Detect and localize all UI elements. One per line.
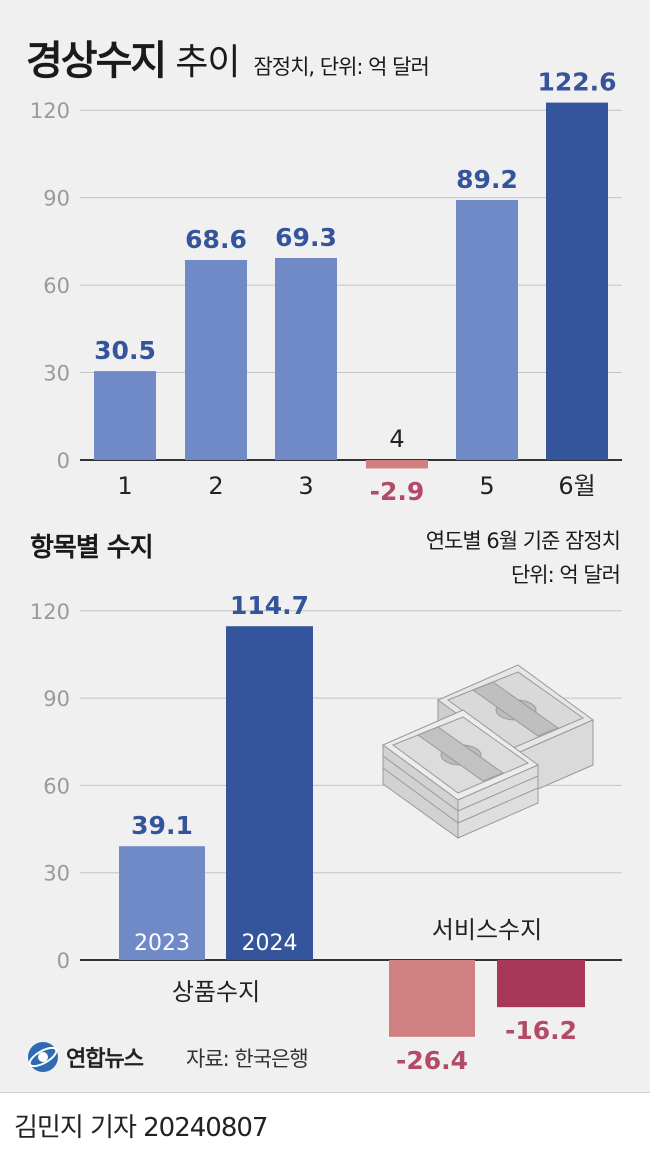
- byline: 김민지 기자 20240807: [14, 1113, 268, 1143]
- bar: [275, 257, 337, 460]
- y-tick-label: 60: [43, 774, 70, 798]
- data-label: -2.9: [370, 477, 425, 506]
- data-label: 30.5: [94, 336, 156, 365]
- x-tick-label: 4: [389, 425, 404, 453]
- y-tick-label: 30: [43, 862, 70, 886]
- series-year-label: 2024: [242, 931, 298, 956]
- y-tick-label: 120: [30, 99, 70, 123]
- data-label: 122.6: [537, 68, 616, 97]
- section-title-items: 항목별 수지: [30, 533, 154, 563]
- items-balance-chart: 0 30 60 90 120 39.1 2023 -26.4 114.7 2024 -16.2 상품수…: [30, 591, 622, 1075]
- x-tick-label: 3: [298, 472, 313, 500]
- chart-header: 경상수지 추이 잠정치, 단위: 억 달러: [26, 28, 430, 84]
- y-tick-label: 120: [30, 600, 70, 624]
- yonhap-globe-icon: [28, 1042, 58, 1072]
- bar: [546, 102, 608, 460]
- chart-title: 경상수지: [26, 38, 167, 84]
- bar: [185, 260, 247, 460]
- credit-bar: 김민지 기자 20240807: [0, 1092, 650, 1155]
- y-tick-label: 60: [43, 274, 70, 298]
- section-note-basis: 연도별 6월 기준 잠정치: [425, 529, 621, 553]
- money-stack-icon: [382, 664, 594, 839]
- source-note: 자료: 한국은행: [186, 1047, 309, 1071]
- data-label: 89.2: [456, 165, 518, 194]
- x-tick-label: 1: [117, 472, 132, 500]
- yonhap-logo: 연합뉴스: [26, 1040, 144, 1074]
- y-tick-label: 30: [43, 362, 70, 386]
- section-note-unit: 단위: 억 달러: [510, 563, 621, 587]
- chart-subtitle: 추이: [175, 42, 240, 83]
- x-tick-label: 2: [208, 472, 223, 500]
- bar: [226, 626, 313, 960]
- x-tick-label: 6월: [558, 472, 595, 500]
- data-label: 69.3: [275, 223, 337, 252]
- group-label: 상품수지: [172, 978, 260, 1006]
- bar: [119, 846, 205, 960]
- bar: [366, 460, 428, 469]
- data-label: -16.2: [505, 1016, 577, 1045]
- y-tick-label: 90: [43, 187, 70, 211]
- y-tick-label: 0: [57, 449, 70, 473]
- data-label: -26.4: [396, 1046, 468, 1075]
- bar: [456, 199, 518, 460]
- bar: [497, 960, 585, 1008]
- series-year-label: 2023: [134, 931, 190, 956]
- section-note: 연도별 6월 기준 잠정치 단위: 억 달러: [425, 524, 621, 592]
- unit-note: 잠정치, 단위: 억 달러: [253, 55, 429, 79]
- bar: [389, 960, 475, 1037]
- y-tick-label: 0: [57, 949, 70, 973]
- logo-text: 연합뉴스: [66, 1047, 144, 1072]
- current-account-chart: 0 30 60 90 120 30.5 1 68.6 2 69.3 3 -2.9 4 89.2 5 122.6…: [30, 68, 622, 506]
- x-tick-label: 5: [479, 472, 494, 500]
- data-label: 114.7: [230, 591, 309, 620]
- group-label: 서비스수지: [432, 916, 542, 944]
- bar: [94, 371, 156, 460]
- data-label: 39.1: [131, 811, 193, 840]
- y-tick-label: 90: [43, 687, 70, 711]
- data-label: 68.6: [185, 225, 247, 254]
